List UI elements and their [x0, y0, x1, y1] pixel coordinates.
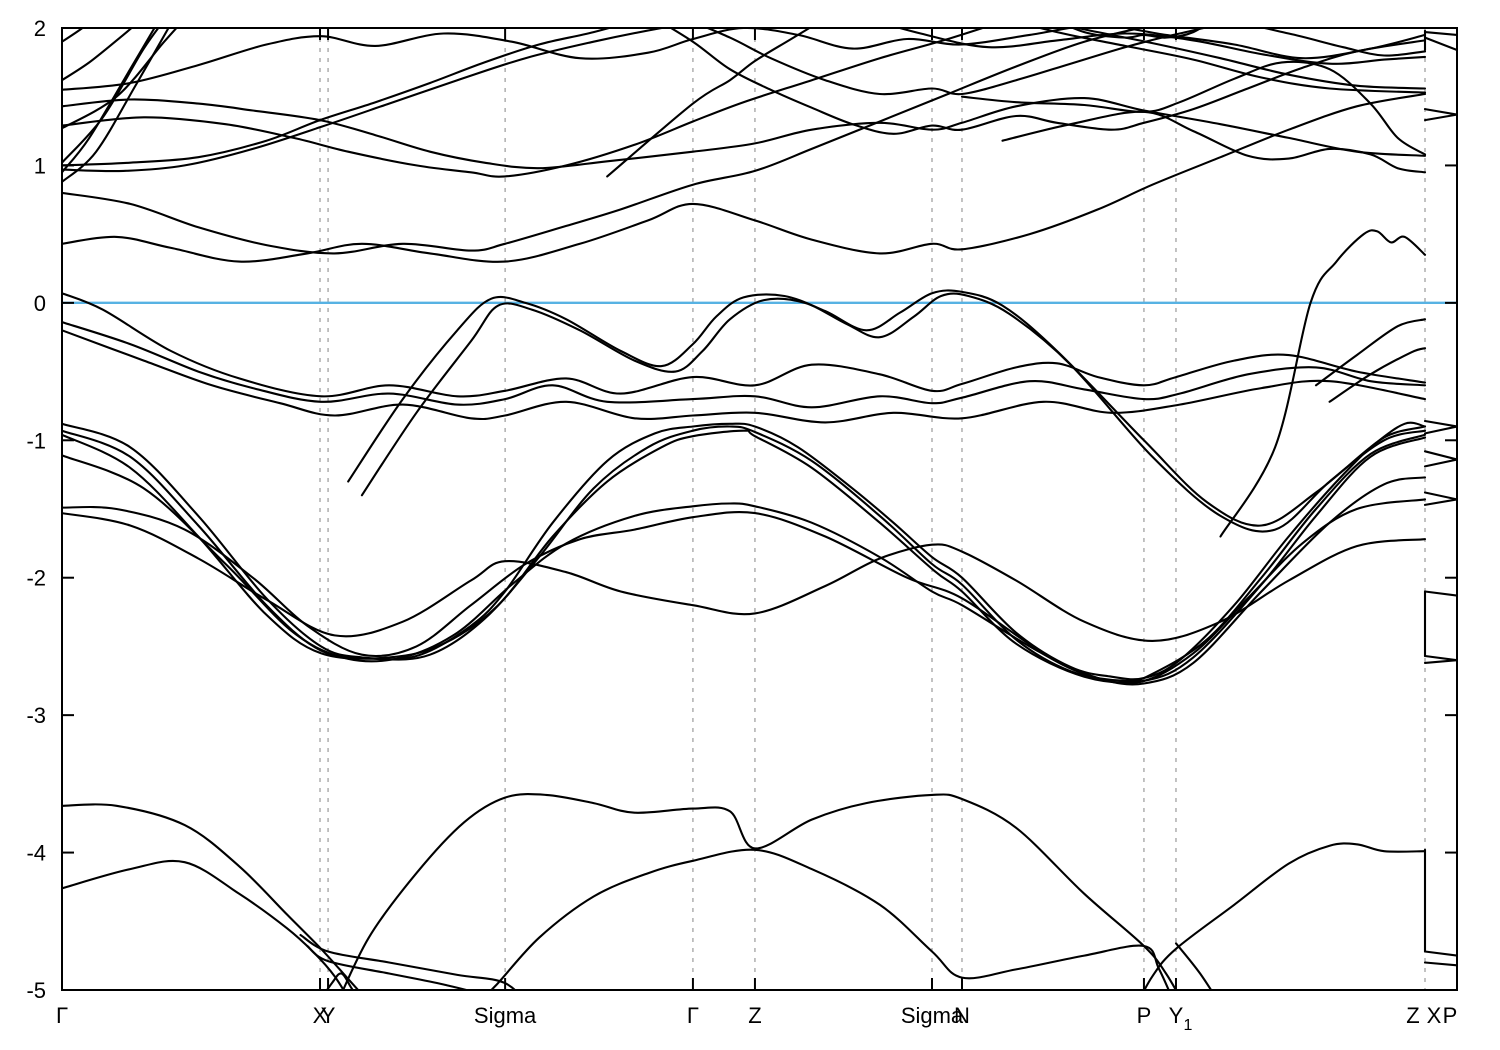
band-curve-25 — [1219, 229, 1427, 538]
band-curve-33 — [62, 454, 1427, 685]
band-curve-29 — [62, 329, 1427, 424]
band-curve-23 — [347, 289, 1427, 527]
band-curve-8 — [62, 28, 613, 167]
plot-border — [61, 27, 1458, 991]
xp-band-curve-5 — [1423, 419, 1457, 428]
band-curve-18 — [1072, 28, 1427, 90]
band-curve-15 — [669, 28, 1427, 135]
band-curve-39 — [306, 944, 471, 990]
x-axis-label-Γ: Γ — [687, 1003, 699, 1028]
xp-band-curve-1 — [1423, 31, 1457, 36]
xp-band-curve-9 — [1423, 491, 1457, 501]
y-axis-label: -4 — [26, 841, 46, 866]
y-axis-label: -3 — [26, 703, 46, 728]
x-axis-label-subscript: 1 — [1184, 1017, 1193, 1034]
xp-band-curve-6 — [1423, 425, 1457, 435]
y-axis-label: -2 — [26, 566, 46, 591]
band-curve-44 — [1174, 942, 1213, 990]
y-axis-label: 1 — [34, 153, 46, 178]
band-curve-38 — [299, 933, 517, 990]
xp-band-curve-10 — [1423, 498, 1457, 506]
y-axis-label: 2 — [34, 16, 46, 41]
x-axis-label-Y1: Y — [1169, 1003, 1184, 1028]
band-curve-28 — [62, 321, 1427, 409]
band-curve-19 — [960, 60, 1427, 156]
band-curve-24 — [360, 292, 1427, 533]
band-curve-9 — [62, 28, 1427, 173]
x-axis-label-N: N — [954, 1003, 970, 1028]
band-curve-27 — [1328, 347, 1427, 403]
axes-layer — [61, 27, 1458, 991]
xp-band-curve-8 — [1423, 458, 1457, 468]
xp-axis-label-X: X — [1427, 1003, 1442, 1028]
band-curve-10 — [62, 97, 1427, 170]
band-curve-13 — [62, 92, 1427, 263]
band-curve-14 — [606, 28, 812, 178]
xp-band-curve-12 — [1423, 654, 1457, 662]
band-curve-37 — [62, 859, 345, 990]
band-curve-43 — [1143, 842, 1427, 990]
y-axis-label: -5 — [26, 978, 46, 1003]
band-curve-12 — [62, 28, 1145, 255]
xp-band-curve-4 — [1423, 113, 1457, 122]
x-axis-label-X: X — [313, 1003, 328, 1028]
band-curve-35 — [62, 512, 1427, 642]
band-curve-4 — [62, 28, 178, 130]
band-curve-34 — [62, 476, 1427, 686]
band-curve-30 — [62, 422, 1427, 681]
y-axis-label: -1 — [26, 428, 46, 453]
gridlines-layer — [319, 28, 1426, 990]
xp-band-curve-2 — [1423, 36, 1457, 52]
xp-band-curve-7 — [1423, 450, 1457, 461]
band-curve-31 — [62, 425, 1427, 682]
band-curve-22 — [62, 292, 1427, 398]
xp-band-curve-3 — [1423, 108, 1457, 116]
band-curve-3 — [62, 28, 160, 164]
band-curve-20 — [1001, 110, 1427, 174]
band-curve-11 — [62, 28, 986, 178]
y-axis-label: 0 — [34, 291, 46, 316]
band-curve-42 — [489, 848, 1170, 990]
bands-layer — [62, 28, 1457, 990]
xp-band-curve-11 — [1423, 590, 1457, 597]
xp-band-curve-13 — [1423, 659, 1457, 664]
x-axis-label-Z: Z — [748, 1003, 761, 1028]
band-curve-26 — [1314, 318, 1427, 387]
band-curve-6 — [62, 28, 85, 43]
band-curve-41 — [341, 793, 1178, 990]
band-curve-17 — [1036, 28, 1427, 94]
band-curve-40 — [325, 972, 354, 990]
x-axis-label-Sigma: Sigma — [901, 1003, 964, 1028]
band-curve-1 — [62, 28, 170, 183]
xp-axis-label-P: P — [1443, 1003, 1458, 1028]
x-axis-label-Sigma: Sigma — [474, 1003, 537, 1028]
band-curve-32 — [62, 429, 1427, 684]
x-axis-label-Y: Y — [321, 1003, 336, 1028]
x-axis-label-Z: Z — [1406, 1003, 1419, 1028]
band-curve-5 — [62, 28, 134, 82]
x-axis-label-Γ: Γ — [56, 1003, 68, 1028]
xp-band-curve-14 — [1423, 950, 1457, 957]
xp-band-curve-15 — [1423, 961, 1457, 967]
x-axis-label-P: P — [1137, 1003, 1152, 1028]
